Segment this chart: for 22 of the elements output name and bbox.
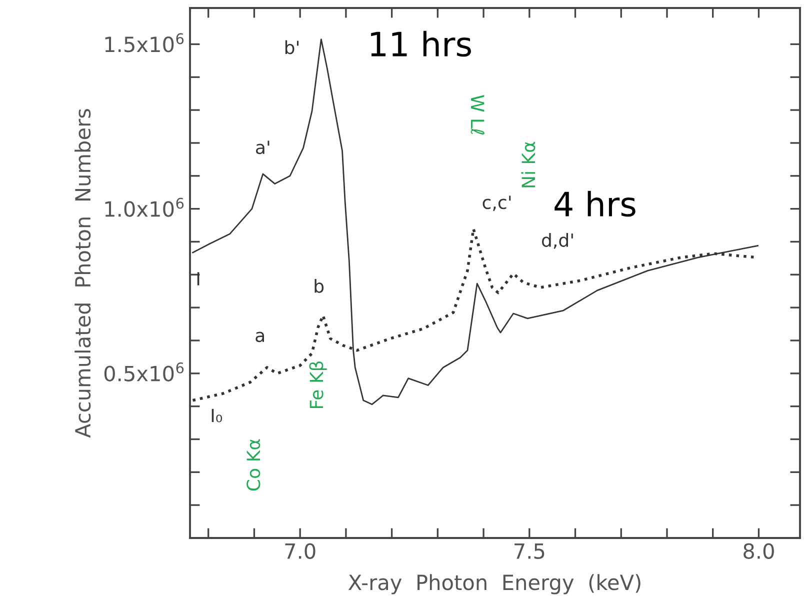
y-tick-label: 1.5x10$^{6}$ xyxy=(105,33,184,52)
annotation: a' xyxy=(256,140,270,154)
y-tick-label: 0.5x10$^{6}$ xyxy=(104,362,184,382)
x-tick-label: 7.5 xyxy=(514,544,544,559)
annotation: W Lℓ xyxy=(470,95,484,134)
series-label: I₀ xyxy=(212,408,222,422)
annotation: c,c' xyxy=(482,196,511,211)
annotation: d,d' xyxy=(542,232,573,249)
x-tick-label: 7.0 xyxy=(285,543,316,559)
x-tick-label: 8.0 xyxy=(744,543,774,559)
annotation: Co Kα xyxy=(246,439,260,491)
annotation: a xyxy=(256,332,264,342)
annotation: 11 hrs xyxy=(371,30,471,57)
y-axis-title: Accumulated Photon Numbers xyxy=(74,109,91,438)
series-label: I xyxy=(197,272,200,286)
x-axis-title: X-ray Photon Energy (keV) xyxy=(348,574,640,594)
annotation: Ni Kα xyxy=(521,142,536,188)
y-tick-label: 1.0x10$^{6}$ xyxy=(105,198,184,217)
annotation: Fe Kβ xyxy=(309,361,327,408)
annotation: b xyxy=(314,278,324,293)
annotation: b' xyxy=(285,40,298,54)
annotation: 4 hrs xyxy=(554,190,636,217)
